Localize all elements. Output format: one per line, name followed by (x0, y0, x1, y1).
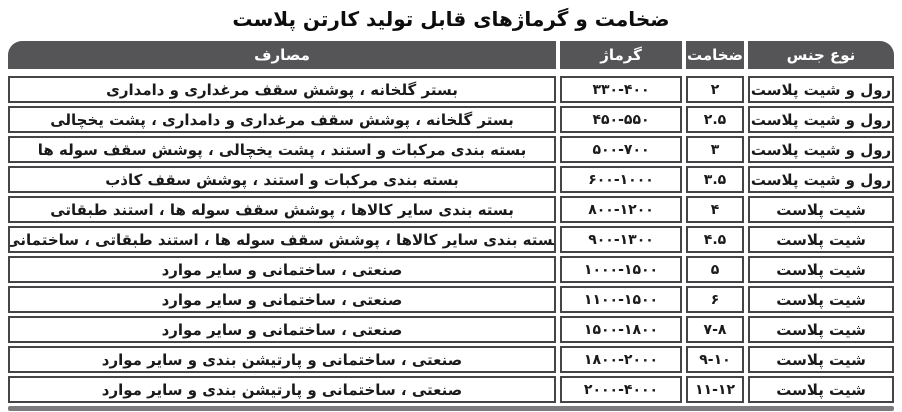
grammage-cell: ۱۰۰۰-۱۵۰۰ (560, 256, 682, 283)
uses-cell: بسته بندی مرکبات و استند ، پشت یخچالی ، … (8, 136, 556, 163)
uses-cell: صنعتی ، ساختمانی و سایر موارد (8, 286, 556, 313)
uses-cell: بسته بندی سایر کالاها ، پوشش سقف سوله ها… (8, 196, 556, 223)
table-header-row: نوع جنس ضخامت گرماژ مصارف (8, 41, 894, 69)
table-bottom-bar (8, 406, 894, 411)
column-header-grammage: گرماژ (560, 41, 682, 69)
table-row: شیت پلاست ۷-۸ ۱۵۰۰-۱۸۰۰ صنعتی ، ساختمانی… (8, 316, 894, 343)
table-row: شیت پلاست ۴.۵ ۹۰۰-۱۳۰۰ بسته بندی سایر کا… (8, 226, 894, 253)
table-row: شیت پلاست ۵ ۱۰۰۰-۱۵۰۰ صنعتی ، ساختمانی و… (8, 256, 894, 283)
material-cell: شیت پلاست (748, 376, 894, 403)
grammage-cell: ۴۵۰-۵۵۰ (560, 106, 682, 133)
uses-cell: صنعتی ، ساختمانی و سایر موارد (8, 316, 556, 343)
thickness-cell: ۳.۵ (686, 166, 744, 193)
page-title: ضخامت و گرماژهای قابل تولید کارتن پلاست (232, 7, 670, 31)
column-header-thickness: ضخامت (686, 41, 744, 69)
grammage-cell: ۱۵۰۰-۱۸۰۰ (560, 316, 682, 343)
material-cell: شیت پلاست (748, 226, 894, 253)
column-header-uses: مصارف (8, 41, 556, 69)
grammage-cell: ۱۱۰۰-۱۵۰۰ (560, 286, 682, 313)
uses-cell: بسته بندی مرکبات و استند ، پوشش سقف کاذب (8, 166, 556, 193)
table-row: شیت پلاست ۱۱-۱۲ ۲۰۰۰-۴۰۰۰ صنعتی ، ساختما… (8, 376, 894, 403)
grammage-cell: ۵۰۰-۷۰۰ (560, 136, 682, 163)
grammage-cell: ۹۰۰-۱۳۰۰ (560, 226, 682, 253)
uses-cell: صنعتی ، ساختمانی و سایر موارد (8, 256, 556, 283)
material-cell: رول و شیت پلاست (748, 106, 894, 133)
table-row: رول و شیت پلاست ۲.۵ ۴۵۰-۵۵۰ بستر گلخانه … (8, 106, 894, 133)
material-cell: رول و شیت پلاست (748, 166, 894, 193)
thickness-cell: ۷-۸ (686, 316, 744, 343)
table-row: شیت پلاست ۶ ۱۱۰۰-۱۵۰۰ صنعتی ، ساختمانی و… (8, 286, 894, 313)
thickness-cell: ۴.۵ (686, 226, 744, 253)
grammage-cell: ۶۰۰-۱۰۰۰ (560, 166, 682, 193)
table-row: رول و شیت پلاست ۲ ۳۳۰-۴۰۰ بستر گلخانه ، … (8, 76, 894, 103)
material-cell: شیت پلاست (748, 316, 894, 343)
table-row: رول و شیت پلاست ۳ ۵۰۰-۷۰۰ بسته بندی مرکب… (8, 136, 894, 163)
thickness-cell: ۱۱-۱۲ (686, 376, 744, 403)
thickness-cell: ۴ (686, 196, 744, 223)
spec-table: نوع جنس ضخامت گرماژ مصارف رول و شیت پلاس… (8, 41, 894, 411)
material-cell: رول و شیت پلاست (748, 76, 894, 103)
material-cell: رول و شیت پلاست (748, 136, 894, 163)
grammage-cell: ۳۳۰-۴۰۰ (560, 76, 682, 103)
material-cell: شیت پلاست (748, 196, 894, 223)
thickness-cell: ۹-۱۰ (686, 346, 744, 373)
uses-cell: بستر گلخانه ، پوشش سقف مرغداری و دامداری… (8, 106, 556, 133)
material-cell: شیت پلاست (748, 346, 894, 373)
uses-cell: بسته بندی سایر کالاها ، پوشش سقف سوله ها… (8, 226, 556, 253)
uses-cell: بستر گلخانه ، پوشش سقف مرغداری و دامداری (8, 76, 556, 103)
thickness-cell: ۲ (686, 76, 744, 103)
thickness-cell: ۵ (686, 256, 744, 283)
grammage-cell: ۱۸۰۰-۲۰۰۰ (560, 346, 682, 373)
thickness-cell: ۲.۵ (686, 106, 744, 133)
table-row: شیت پلاست ۴ ۸۰۰-۱۲۰۰ بسته بندی سایر کالا… (8, 196, 894, 223)
table-body: رول و شیت پلاست ۲ ۳۳۰-۴۰۰ بستر گلخانه ، … (8, 76, 894, 403)
table-row: شیت پلاست ۹-۱۰ ۱۸۰۰-۲۰۰۰ صنعتی ، ساختمان… (8, 346, 894, 373)
thickness-cell: ۶ (686, 286, 744, 313)
uses-cell: صنعتی ، ساختمانی و پارتیشن بندی و سایر م… (8, 376, 556, 403)
grammage-cell: ۸۰۰-۱۲۰۰ (560, 196, 682, 223)
uses-cell: صنعتی ، ساختمانی و پارتیشن بندی و سایر م… (8, 346, 556, 373)
grammage-cell: ۲۰۰۰-۴۰۰۰ (560, 376, 682, 403)
thickness-cell: ۳ (686, 136, 744, 163)
material-cell: شیت پلاست (748, 286, 894, 313)
material-cell: شیت پلاست (748, 256, 894, 283)
table-row: رول و شیت پلاست ۳.۵ ۶۰۰-۱۰۰۰ بسته بندی م… (8, 166, 894, 193)
column-header-material: نوع جنس (748, 41, 894, 69)
